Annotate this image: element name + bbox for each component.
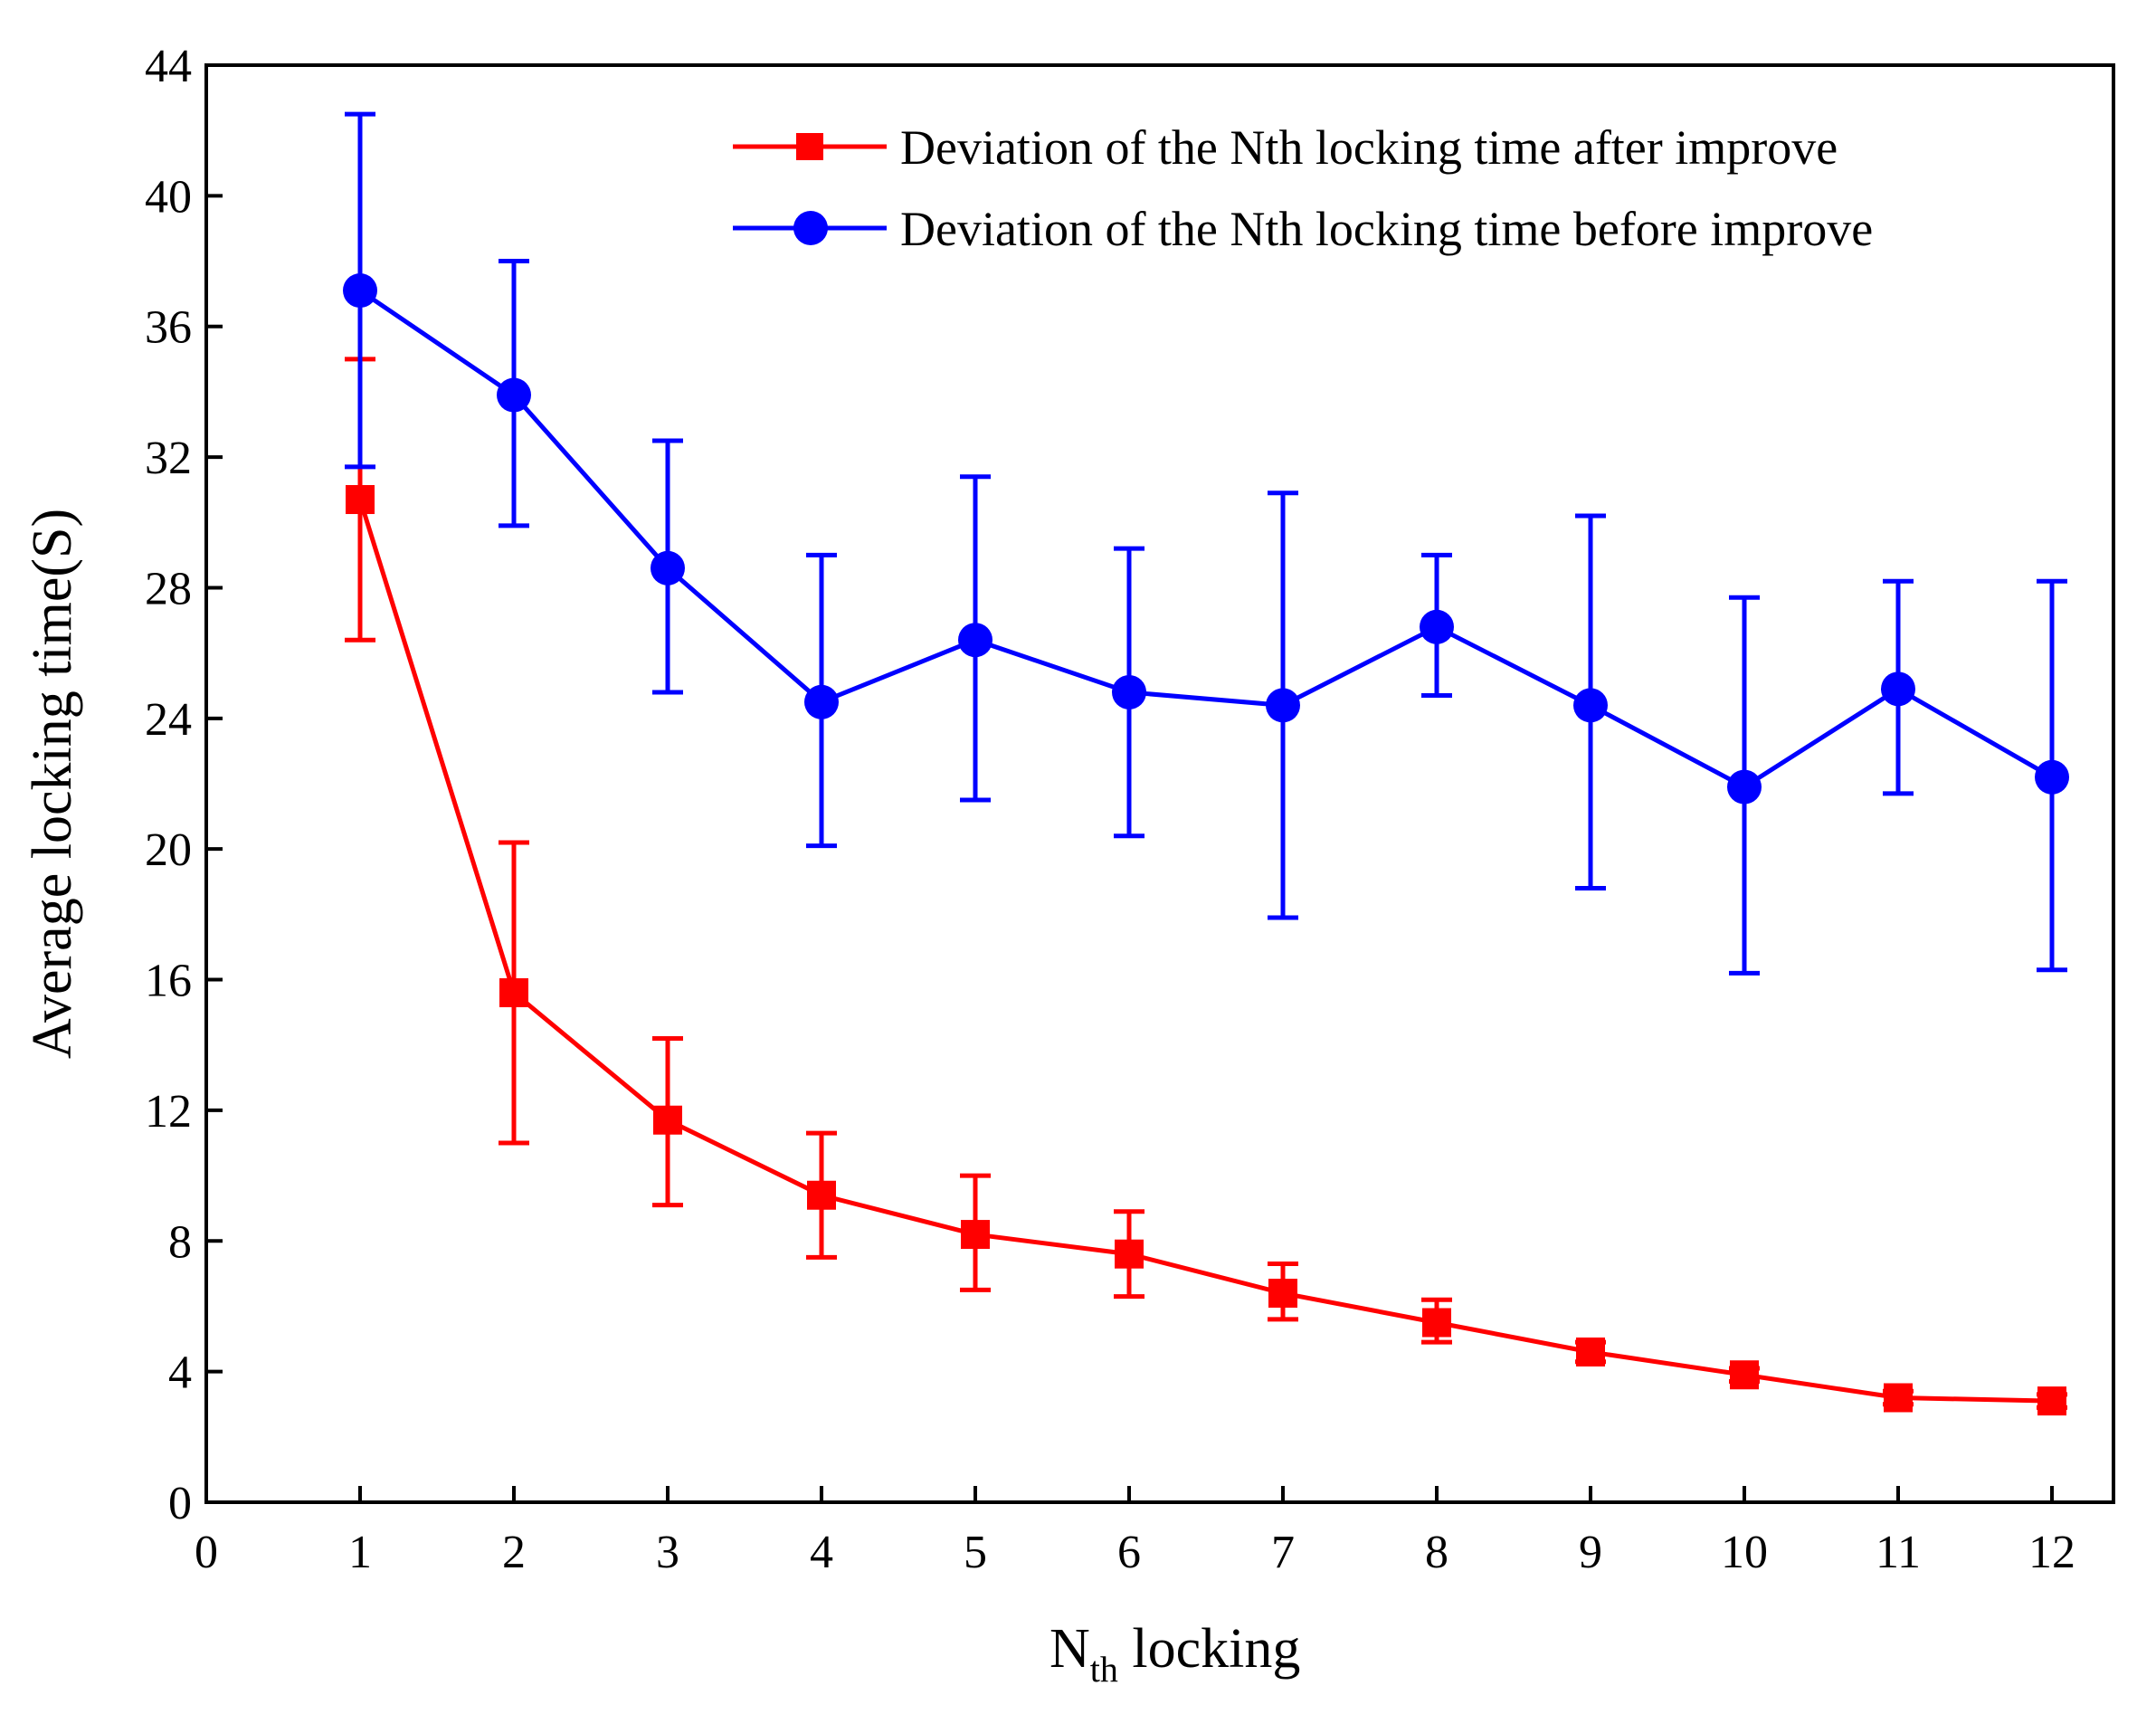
data-point xyxy=(1727,769,1762,805)
data-point xyxy=(1420,609,1454,644)
x-tick-label: 12 xyxy=(2028,1527,2075,1578)
x-tick-label: 1 xyxy=(348,1527,372,1578)
data-point xyxy=(499,977,528,1007)
x-axis-title-rest: locking xyxy=(1118,1618,1300,1680)
x-tick-label: 10 xyxy=(1721,1527,1768,1578)
y-tick-label: 4 xyxy=(168,1347,192,1399)
x-tick-label: 4 xyxy=(810,1527,833,1578)
x-axis-title-subscript: th xyxy=(1090,1649,1118,1690)
data-point xyxy=(651,550,685,586)
data-point xyxy=(958,623,993,658)
data-point xyxy=(1573,688,1608,723)
x-tick-label: 9 xyxy=(1579,1527,1602,1578)
series-after xyxy=(345,357,2067,1416)
x-axis-title-main: N xyxy=(1050,1618,1090,1680)
y-tick-label: 36 xyxy=(145,302,192,354)
plot-frame xyxy=(204,63,2115,1504)
x-tick-label: 7 xyxy=(1271,1527,1295,1578)
data-point xyxy=(804,684,839,719)
x-tick-label: 3 xyxy=(656,1527,679,1578)
y-tick-label: 8 xyxy=(168,1216,192,1268)
y-axis: 0 4 8 12 16 20 24 28 32 36 40 44 xyxy=(145,41,223,1529)
x-axis-title: Nth locking xyxy=(1050,1618,1300,1690)
legend-label-before: Deviation of the Nth locking time before… xyxy=(900,202,1873,256)
data-point xyxy=(653,1105,682,1135)
x-tick-label: 11 xyxy=(1876,1527,1921,1578)
y-tick-label: 20 xyxy=(145,824,192,876)
data-point xyxy=(497,377,531,413)
series-line xyxy=(357,499,2053,1404)
data-point xyxy=(1115,1239,1144,1269)
y-tick-label: 28 xyxy=(145,563,192,614)
series-line xyxy=(358,288,2054,790)
y-tick-label: 16 xyxy=(145,956,192,1007)
data-point xyxy=(2035,759,2069,795)
data-point xyxy=(1576,1337,1605,1366)
legend-marker-after xyxy=(796,133,823,160)
series-layer xyxy=(343,111,2069,1416)
x-tick-label: 0 xyxy=(195,1527,218,1578)
legend-marker-before xyxy=(793,211,828,245)
data-point xyxy=(807,1180,836,1210)
x-axis: 0 1 2 3 4 5 6 7 8 9 10 11 12 xyxy=(195,1486,2075,1578)
data-point xyxy=(346,485,375,515)
x-tick-label: 2 xyxy=(502,1527,526,1578)
series-before xyxy=(343,111,2069,976)
y-tick-label: 40 xyxy=(145,171,192,223)
data-point xyxy=(1884,1383,1913,1413)
y-tick-label: 44 xyxy=(145,41,192,92)
legend-entry-before: Deviation of the Nth locking time before… xyxy=(733,202,1873,256)
data-point xyxy=(1112,674,1146,709)
legend-entry-after: Deviation of the Nth locking time after … xyxy=(733,120,1838,175)
data-point xyxy=(1266,688,1300,723)
data-point xyxy=(1730,1360,1759,1390)
y-tick-label: 24 xyxy=(145,694,192,746)
data-point xyxy=(1881,671,1915,707)
y-tick-label: 32 xyxy=(145,433,192,484)
data-point xyxy=(1422,1308,1451,1338)
data-point xyxy=(343,273,377,309)
legend: Deviation of the Nth locking time after … xyxy=(733,120,1873,256)
y-tick-label: 12 xyxy=(145,1086,192,1138)
data-point xyxy=(2037,1386,2066,1416)
x-tick-label: 6 xyxy=(1117,1527,1141,1578)
data-point xyxy=(961,1220,990,1250)
x-tick-label: 5 xyxy=(964,1527,987,1578)
data-point xyxy=(1268,1279,1297,1309)
x-tick-label: 8 xyxy=(1425,1527,1448,1578)
y-tick-label: 0 xyxy=(168,1478,192,1529)
legend-label-after: Deviation of the Nth locking time after … xyxy=(900,120,1838,175)
y-axis-title: Average locking time(S) xyxy=(22,509,83,1059)
